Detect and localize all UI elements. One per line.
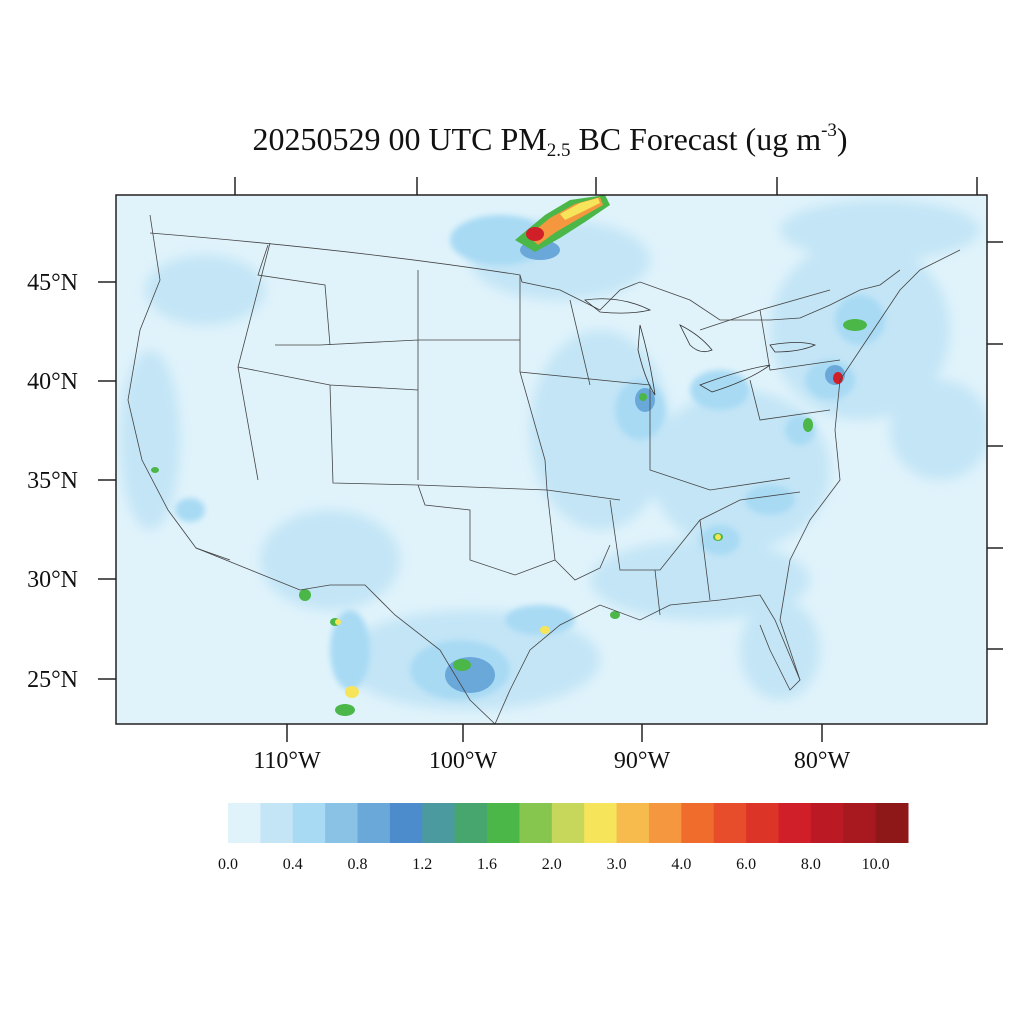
east-coast (779, 249, 961, 681)
colorbar-swatch (487, 803, 520, 843)
lon-label: 80°W (794, 748, 851, 774)
colorbar-swatch (875, 803, 909, 843)
high-hotspots (335, 534, 721, 698)
colorbar-swatch (843, 803, 877, 843)
west-coast (127, 214, 231, 561)
mexico-border (195, 547, 496, 724)
colorbar-swatch (454, 803, 488, 843)
colorbar-swatch (713, 803, 747, 843)
lat-label: 25°N (27, 667, 78, 693)
colorbar-swatch (228, 803, 261, 843)
lat-label: 30°N (27, 567, 78, 593)
colorbar-swatch (422, 803, 456, 843)
lat-label: 45°N (27, 270, 78, 296)
latitude-labels: 45°N 40°N 35°N 30°N 25°N (27, 270, 78, 693)
colorbar-labels: 0.0 0.4 0.8 1.2 1.6 2.0 3.0 4.0 6.0 8.0 10.0 (218, 856, 890, 873)
colorbar-swatch (810, 803, 844, 843)
colorbar-label: 4.0 (671, 856, 691, 873)
map-frame (115, 194, 988, 725)
colorbar-swatch (325, 803, 359, 843)
colorbar-swatch (681, 803, 715, 843)
colorbar-label: 0.4 (283, 856, 303, 873)
colorbar-swatch (746, 803, 779, 843)
colorbar-label: 3.0 (607, 856, 627, 873)
longitude-labels: 110°W 100°W 90°W 80°W (253, 748, 850, 774)
colorbar-label: 8.0 (801, 856, 821, 873)
lat-label: 40°N (27, 369, 78, 395)
colorbar (228, 803, 909, 843)
smoke-plume (515, 195, 843, 384)
lon-label: 110°W (253, 748, 321, 774)
state-lines (237, 242, 841, 616)
colorbar-swatch (357, 803, 391, 843)
canada-border (149, 232, 901, 321)
colorbar-swatch (584, 803, 618, 843)
colorbar-swatch (616, 803, 650, 843)
moderate-concentration-areas (175, 215, 885, 700)
colorbar-swatch (778, 803, 812, 843)
colorbar-label: 0.8 (348, 856, 368, 873)
lon-label: 90°W (614, 748, 671, 774)
colorbar-swatch (519, 803, 553, 843)
lon-label: 100°W (429, 748, 498, 774)
colorbar-swatch (648, 803, 682, 843)
colorbar-label: 1.6 (477, 856, 497, 873)
gulf-coast (494, 594, 801, 724)
chart-title: 20250529 00 UTC PM2.5 BC Forecast (ug m-… (252, 120, 848, 161)
elevated-hotspots (151, 319, 867, 716)
lat-label: 35°N (27, 468, 78, 494)
colorbar-label: 10.0 (862, 856, 890, 873)
great-lakes (584, 298, 817, 396)
colorbar-swatch (260, 803, 294, 843)
colorbar-label: 2.0 (542, 856, 562, 873)
colorbar-label: 0.0 (218, 856, 238, 873)
colorbar-swatch (292, 803, 326, 843)
colorbar-swatch (389, 803, 423, 843)
colorbar-swatch (551, 803, 585, 843)
boundary-lines (127, 214, 961, 724)
colorbar-label: 6.0 (736, 856, 756, 873)
colorbar-label: 1.2 (412, 856, 432, 873)
axis-ticks (98, 177, 1003, 742)
